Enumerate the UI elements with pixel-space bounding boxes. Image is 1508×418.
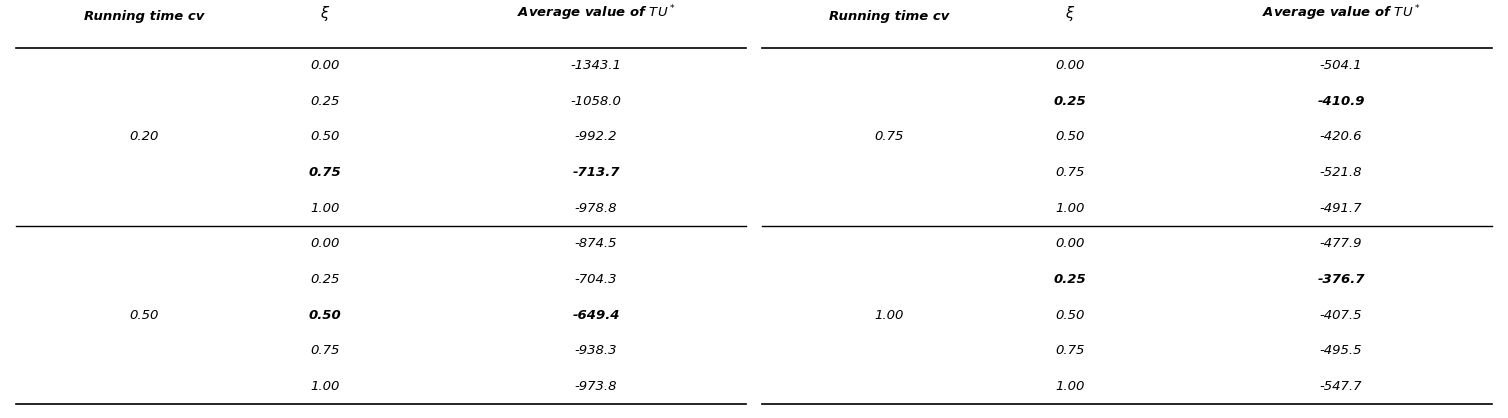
Text: 0.00: 0.00 — [1056, 237, 1084, 250]
Text: 1.00: 1.00 — [311, 202, 339, 215]
Text: -713.7: -713.7 — [572, 166, 620, 179]
Text: 0.25: 0.25 — [311, 273, 339, 286]
Text: 1.00: 1.00 — [311, 380, 339, 393]
Text: 0.00: 0.00 — [311, 59, 339, 72]
Text: -420.6: -420.6 — [1320, 130, 1362, 143]
Text: 0.50: 0.50 — [130, 309, 158, 322]
Text: -521.8: -521.8 — [1320, 166, 1362, 179]
Text: 0.20: 0.20 — [130, 130, 158, 143]
Text: 0.50: 0.50 — [309, 309, 341, 322]
Text: -973.8: -973.8 — [575, 380, 617, 393]
Text: -874.5: -874.5 — [575, 237, 617, 250]
Text: Running time cv: Running time cv — [84, 10, 205, 23]
Text: 0.50: 0.50 — [1056, 130, 1084, 143]
Text: -547.7: -547.7 — [1320, 380, 1362, 393]
Text: -491.7: -491.7 — [1320, 202, 1362, 215]
Text: 0.25: 0.25 — [1054, 273, 1086, 286]
Text: -495.5: -495.5 — [1320, 344, 1362, 357]
Text: -1343.1: -1343.1 — [570, 59, 621, 72]
Text: 0.75: 0.75 — [1056, 166, 1084, 179]
Text: 0.00: 0.00 — [311, 237, 339, 250]
Text: 0.75: 0.75 — [309, 166, 341, 179]
Text: -938.3: -938.3 — [575, 344, 617, 357]
Text: Average value of $TU^*$: Average value of $TU^*$ — [517, 4, 676, 23]
Text: -410.9: -410.9 — [1318, 95, 1365, 108]
Text: Running time cv: Running time cv — [829, 10, 950, 23]
Text: 1.00: 1.00 — [1056, 202, 1084, 215]
Text: -649.4: -649.4 — [572, 309, 620, 322]
Text: -704.3: -704.3 — [575, 273, 617, 286]
Text: 0.75: 0.75 — [1056, 344, 1084, 357]
Text: -407.5: -407.5 — [1320, 309, 1362, 322]
Text: 0.25: 0.25 — [1054, 95, 1086, 108]
Text: 0.00: 0.00 — [1056, 59, 1084, 72]
Text: -376.7: -376.7 — [1318, 273, 1365, 286]
Text: 1.00: 1.00 — [1056, 380, 1084, 393]
Text: 0.25: 0.25 — [311, 95, 339, 108]
Text: 0.75: 0.75 — [311, 344, 339, 357]
Text: -978.8: -978.8 — [575, 202, 617, 215]
Text: 0.50: 0.50 — [311, 130, 339, 143]
Text: -992.2: -992.2 — [575, 130, 617, 143]
Text: $\xi$: $\xi$ — [1065, 5, 1075, 23]
Text: Average value of $TU^*$: Average value of $TU^*$ — [1262, 4, 1421, 23]
Text: $\xi$: $\xi$ — [320, 5, 330, 23]
Text: 0.50: 0.50 — [1056, 309, 1084, 322]
Text: -477.9: -477.9 — [1320, 237, 1362, 250]
Text: -504.1: -504.1 — [1320, 59, 1362, 72]
Text: -1058.0: -1058.0 — [570, 95, 621, 108]
Text: 1.00: 1.00 — [875, 309, 905, 322]
Text: 0.75: 0.75 — [875, 130, 905, 143]
